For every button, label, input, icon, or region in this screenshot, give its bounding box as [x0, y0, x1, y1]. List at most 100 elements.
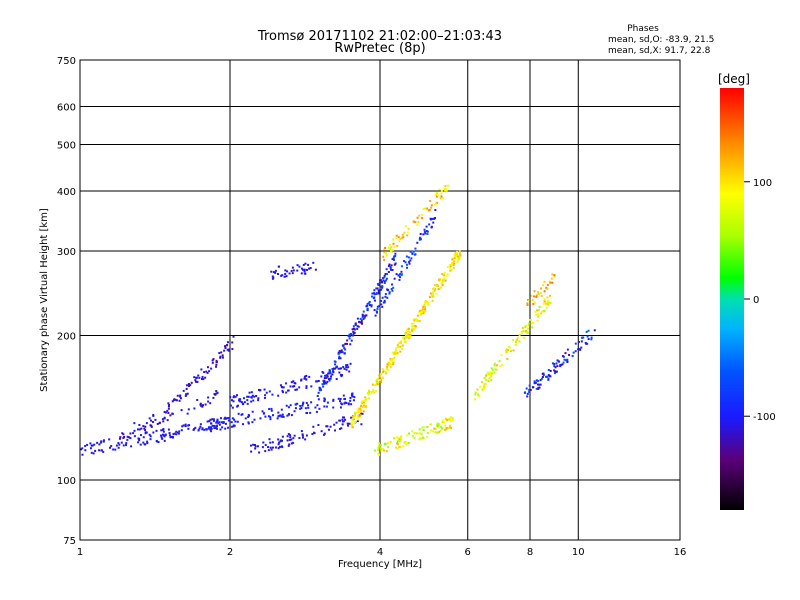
data-point: [442, 421, 445, 424]
data-point: [383, 274, 386, 277]
data-point: [431, 217, 434, 220]
data-point: [550, 277, 553, 280]
data-point: [529, 318, 532, 321]
data-point: [420, 213, 423, 216]
data-point: [404, 335, 407, 338]
data-point: [271, 393, 274, 396]
data-point: [373, 449, 376, 452]
data-point: [224, 417, 227, 420]
data-point: [518, 340, 521, 343]
data-point: [437, 278, 440, 281]
data-point: [384, 370, 387, 373]
data-point: [383, 258, 386, 261]
data-point: [454, 252, 457, 255]
data-point: [403, 260, 406, 263]
data-point: [416, 241, 419, 244]
data-point: [381, 285, 384, 288]
data-point: [390, 246, 393, 249]
data-point: [446, 419, 449, 422]
data-point: [98, 449, 101, 452]
data-point: [138, 423, 141, 426]
data-point: [414, 247, 417, 250]
data-point: [386, 288, 389, 291]
colorbar-tick-label: -100: [753, 412, 776, 423]
data-point: [418, 432, 421, 435]
data-point: [119, 436, 122, 439]
data-point: [356, 414, 359, 417]
data-point: [337, 397, 340, 400]
data-point: [234, 395, 237, 398]
data-point: [443, 274, 446, 277]
data-point: [434, 431, 437, 434]
data-point: [538, 305, 541, 308]
data-point: [396, 440, 399, 443]
data-point: [277, 272, 280, 275]
data-point: [224, 427, 227, 430]
data-point: [455, 253, 458, 256]
data-point: [335, 421, 338, 424]
data-point: [546, 299, 549, 302]
data-point: [448, 426, 451, 429]
data-point: [393, 263, 396, 266]
data-point: [351, 418, 354, 421]
data-point: [531, 326, 534, 329]
data-point: [373, 391, 376, 394]
data-point: [435, 292, 438, 295]
data-point: [309, 267, 312, 270]
data-point: [419, 311, 422, 314]
data-point: [346, 363, 349, 366]
data-point: [442, 278, 445, 281]
data-point: [196, 398, 199, 401]
data-point: [299, 404, 302, 407]
data-point: [501, 364, 504, 367]
data-point: [378, 304, 381, 307]
data-point: [177, 432, 180, 435]
data-point: [433, 427, 436, 430]
data-point: [500, 354, 503, 357]
data-point: [526, 395, 529, 398]
data-point: [269, 416, 272, 419]
data-point: [358, 415, 361, 418]
data-point: [382, 248, 385, 251]
data-point: [286, 435, 289, 438]
data-point: [185, 393, 188, 396]
data-point: [96, 441, 99, 444]
data-point: [298, 386, 301, 389]
data-point: [383, 449, 386, 452]
data-point: [278, 445, 281, 448]
data-point: [411, 329, 414, 332]
data-point: [274, 269, 277, 272]
data-point: [211, 361, 214, 364]
data-point: [412, 318, 415, 321]
data-point: [423, 228, 426, 231]
data-point: [330, 375, 333, 378]
data-point: [167, 402, 170, 405]
data-point: [528, 391, 531, 394]
data-point: [340, 402, 343, 405]
data-point: [449, 263, 452, 266]
data-point: [487, 371, 490, 374]
data-point: [398, 341, 401, 344]
data-point: [338, 427, 341, 430]
data-point: [214, 426, 217, 429]
data-point: [325, 425, 328, 428]
data-point: [285, 404, 288, 407]
data-point: [540, 312, 543, 315]
data-point: [451, 261, 454, 264]
data-point: [507, 349, 510, 352]
data-point: [215, 363, 218, 366]
data-point: [514, 343, 517, 346]
data-point: [166, 419, 169, 422]
data-point: [307, 404, 310, 407]
data-point: [412, 328, 415, 331]
x-tick-label: 4: [377, 547, 383, 558]
data-point: [532, 386, 535, 389]
data-point: [424, 299, 427, 302]
data-point: [232, 396, 235, 399]
data-point: [270, 409, 273, 412]
data-point: [247, 421, 250, 424]
data-point: [145, 431, 148, 434]
data-point: [237, 412, 240, 415]
data-point: [277, 447, 280, 450]
data-point: [329, 371, 332, 374]
